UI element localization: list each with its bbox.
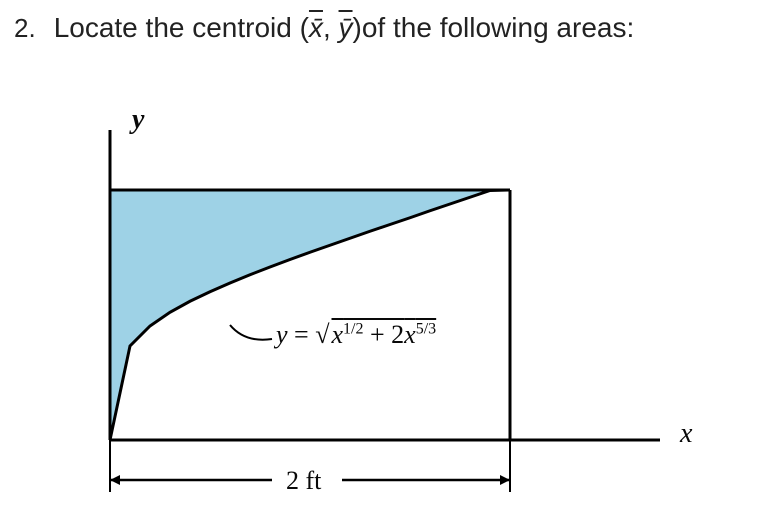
- eq-t2-base: x: [404, 320, 416, 349]
- prompt-suffix: )of the following areas:: [353, 12, 635, 43]
- eq-plus: + 2: [364, 320, 405, 349]
- eq-radical: √: [315, 320, 329, 349]
- dim-arrow-left: [110, 475, 120, 485]
- x-bar: x̄: [309, 12, 323, 43]
- y-axis-label: y: [132, 104, 144, 136]
- question-prompt: Locate the centroid (x̄, ȳ)of the follo…: [54, 12, 635, 44]
- prompt-prefix: Locate the centroid (: [54, 12, 309, 43]
- curve-equation: y = √x1/2 + 2x5/3: [276, 320, 436, 350]
- eq-t2-exp: 5/3: [416, 320, 436, 337]
- shaded-region: [110, 190, 510, 440]
- question-number: 2.: [14, 13, 36, 44]
- eq-t1-base: x: [332, 320, 344, 349]
- dim-arrow-right: [500, 475, 510, 485]
- width-dimension-label: 2 ft: [286, 466, 321, 496]
- eq-t1-exp: 1/2: [343, 320, 363, 337]
- equation-leader: [230, 325, 272, 340]
- x-axis-label: x: [680, 418, 692, 450]
- eq-under-root: x1/2 + 2x5/3: [330, 320, 437, 349]
- prompt-sep: ,: [323, 12, 339, 43]
- eq-sign: =: [288, 320, 316, 349]
- y-bar: ȳ: [339, 12, 353, 43]
- diagram-container: y x y = √x1/2 + 2x5/3 2 ft: [40, 110, 740, 520]
- question-line: 2. Locate the centroid (x̄, ȳ)of the fo…: [14, 12, 634, 44]
- eq-lhs: y: [276, 320, 288, 349]
- centroid-diagram: [40, 110, 740, 520]
